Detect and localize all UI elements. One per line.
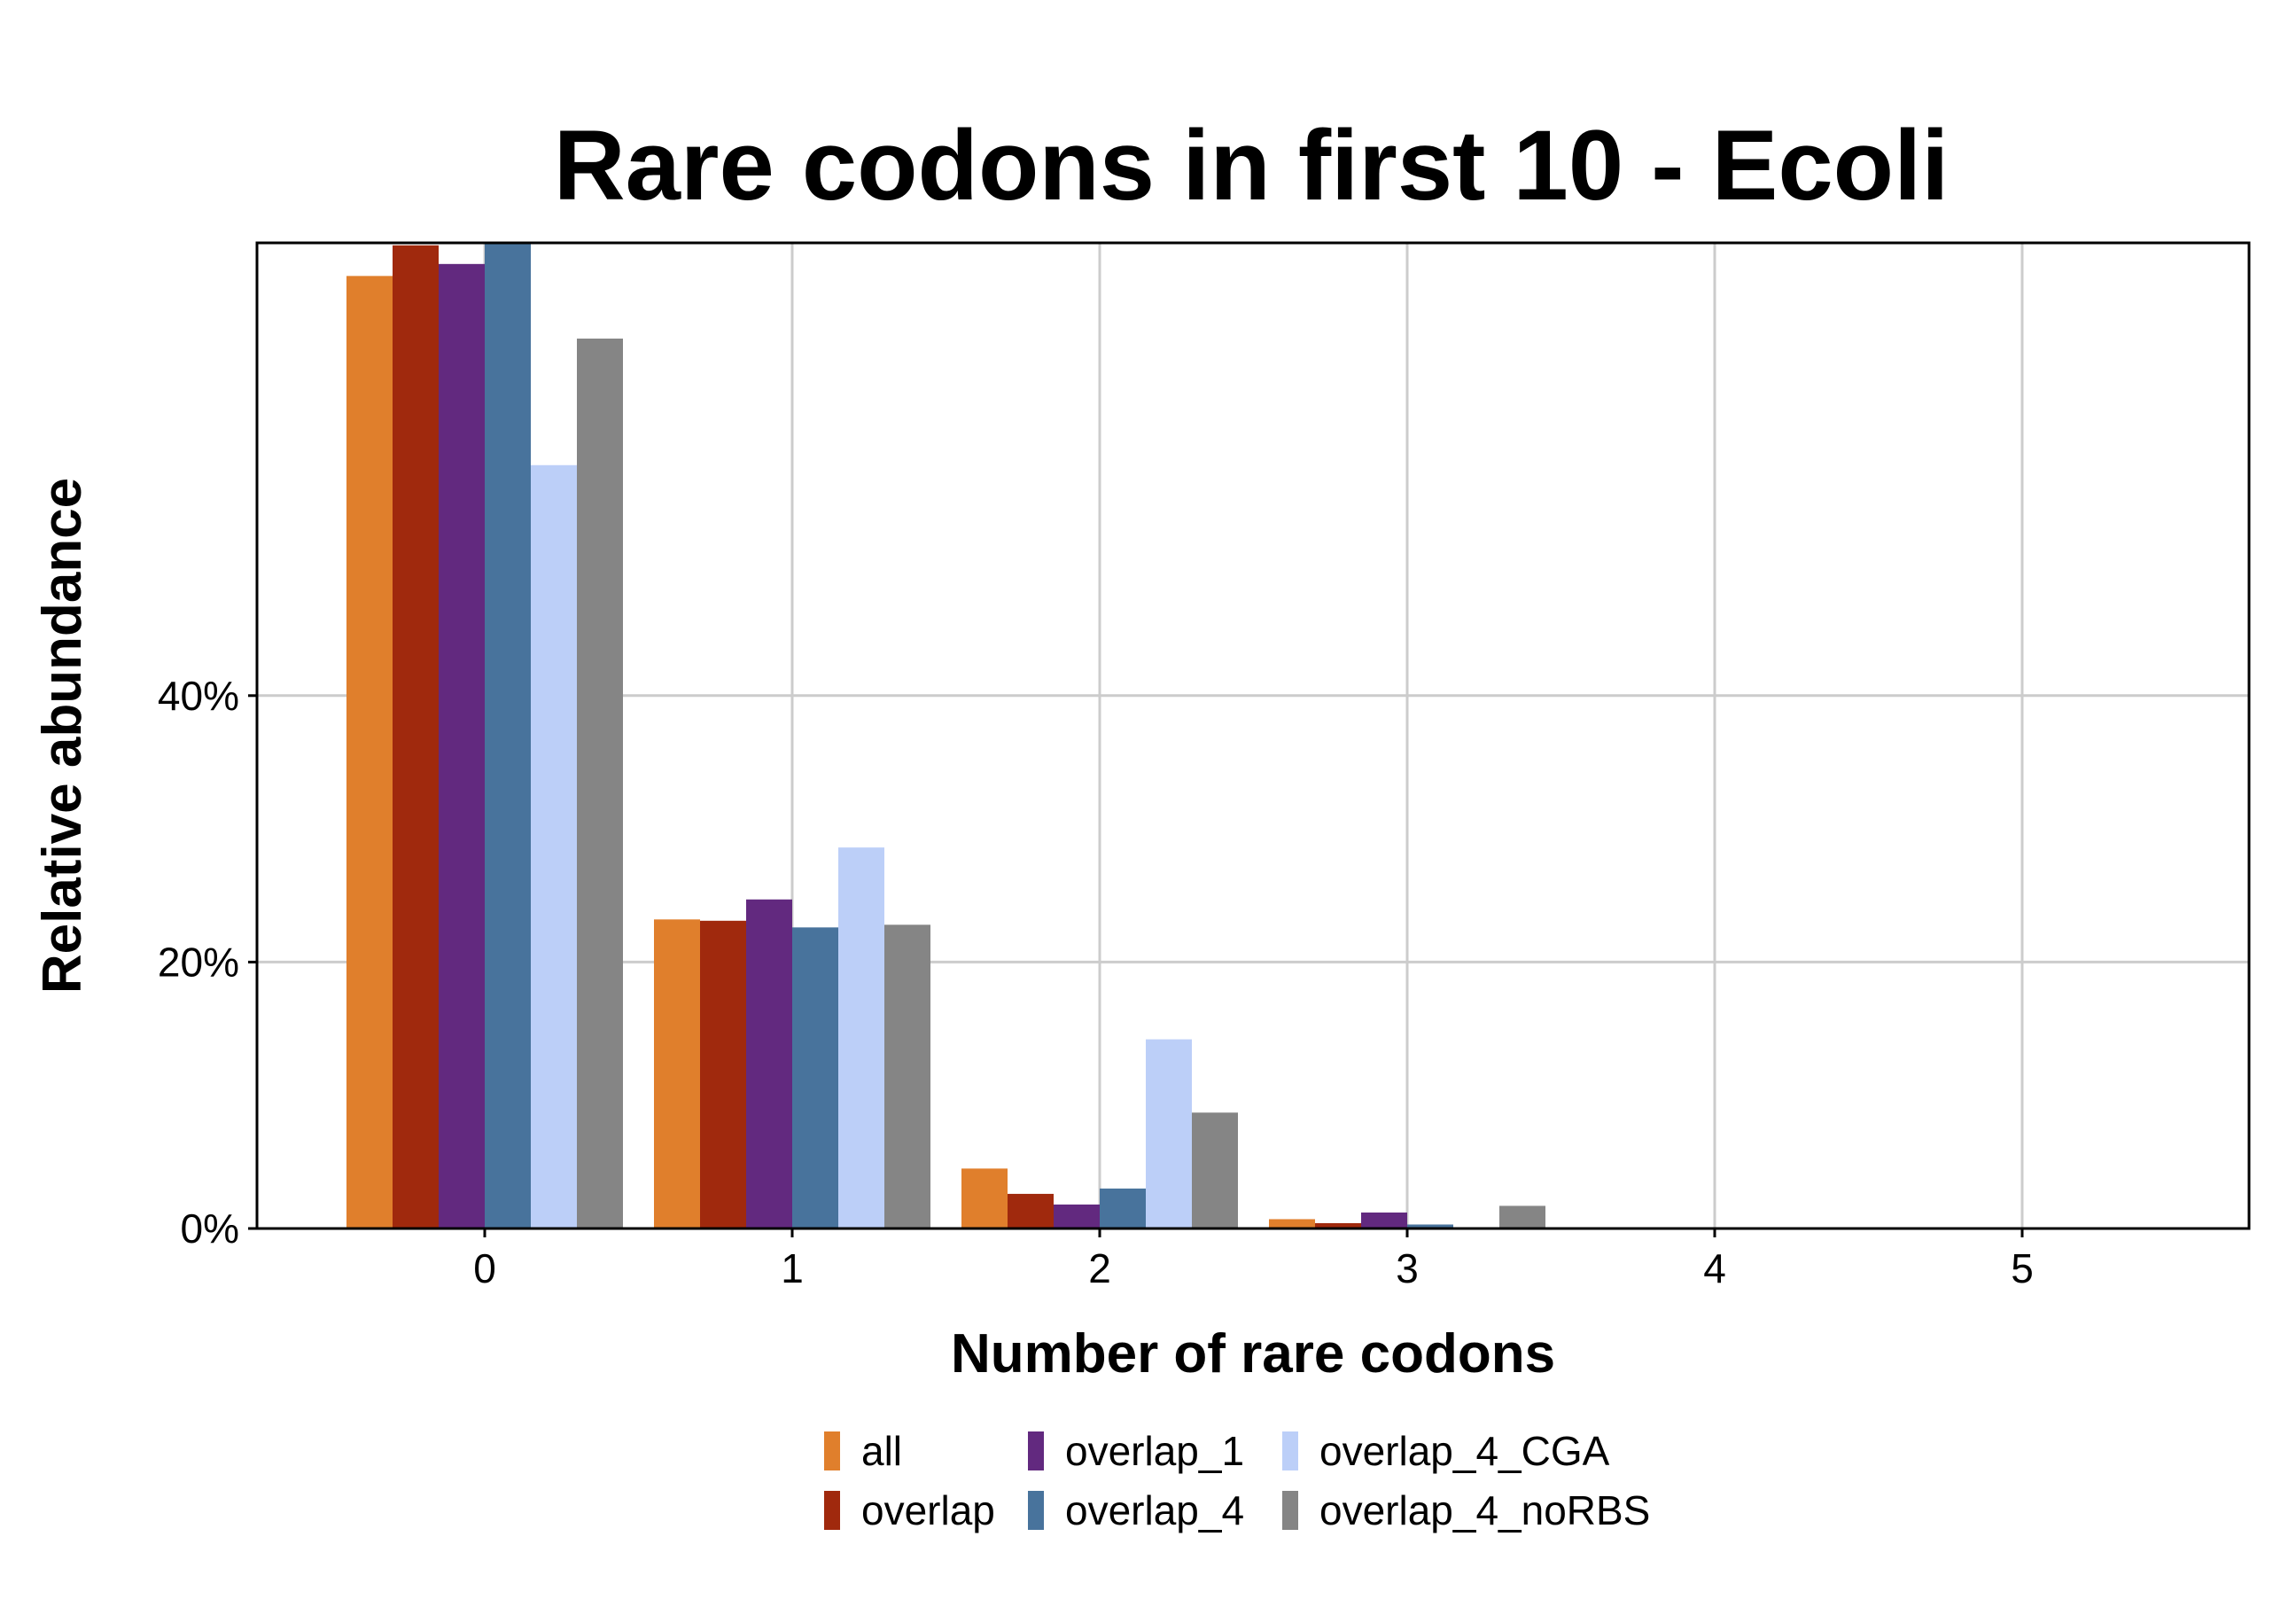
bar-overlap_1-2	[1054, 1204, 1100, 1228]
bar-overlap_4-3	[1407, 1224, 1453, 1228]
y-tick-label: 20%	[158, 939, 239, 985]
x-tick-label: 2	[1088, 1245, 1111, 1291]
legend: all overlap overlap_1 overlap_4 overlap_4_CG…	[824, 1428, 1650, 1533]
bar-overlap_4_CGA-1	[838, 847, 884, 1228]
legend-swatch	[1282, 1431, 1298, 1470]
chart-title: Rare codons in first 10 - Ecoli	[554, 110, 1950, 221]
y-tick-label: 40%	[158, 673, 239, 719]
legend-label: overlap_4_noRBS	[1319, 1487, 1650, 1533]
x-tick-label: 0	[473, 1245, 496, 1291]
bar-overlap_4-1	[792, 927, 838, 1228]
legend-item-overlap: overlap	[824, 1487, 995, 1533]
legend-label: overlap	[861, 1487, 995, 1533]
bar-overlap_1-3	[1361, 1212, 1407, 1228]
y-tick-label: 0%	[181, 1205, 239, 1252]
bar-overlap_4-2	[1100, 1188, 1146, 1228]
legend-item-overlap_4: overlap_4	[1028, 1487, 1244, 1533]
bar-overlap_1-0	[439, 263, 485, 1228]
legend-item-overlap_4_noRBS: overlap_4_noRBS	[1282, 1487, 1650, 1533]
x-axis-title: Number of rare codons	[951, 1323, 1555, 1384]
legend-swatch	[1028, 1431, 1044, 1470]
bar-overlap_4_noRBS-1	[884, 924, 930, 1228]
bar-overlap_4_CGA-0	[531, 464, 577, 1228]
bar-overlap_4_CGA-2	[1146, 1039, 1192, 1228]
legend-swatch	[1282, 1491, 1298, 1530]
legend-label: overlap_1	[1065, 1428, 1244, 1474]
legend-item-overlap_4_CGA: overlap_4_CGA	[1282, 1428, 1610, 1474]
legend-swatch	[824, 1431, 840, 1470]
legend-swatch	[824, 1491, 840, 1530]
x-tick-label: 1	[781, 1245, 804, 1291]
bar-overlap_4_noRBS-2	[1192, 1112, 1238, 1228]
bar-all-3	[1269, 1219, 1315, 1228]
bar-overlap_4_noRBS-0	[577, 338, 623, 1229]
bar-overlap-0	[393, 245, 439, 1228]
legend-label: overlap_4	[1065, 1487, 1244, 1533]
bar-all-2	[961, 1168, 1008, 1228]
legend-item-all: all	[824, 1428, 902, 1474]
x-tick-label: 5	[2011, 1245, 2034, 1291]
bar-all-0	[346, 276, 393, 1229]
y-axis-title: Relative abundance	[32, 478, 93, 994]
legend-swatch	[1028, 1491, 1044, 1530]
legend-item-overlap_1: overlap_1	[1028, 1428, 1244, 1474]
plot-frame	[255, 241, 2251, 1230]
legend-label: overlap_4_CGA	[1319, 1428, 1610, 1474]
bar-overlap_1-1	[746, 899, 792, 1228]
x-tick-label: 4	[1703, 1245, 1726, 1291]
x-tick-label: 3	[1396, 1245, 1419, 1291]
bars-layer	[346, 243, 1545, 1229]
bar-overlap-2	[1008, 1193, 1054, 1228]
bar-overlap_4_noRBS-3	[1499, 1205, 1545, 1228]
bar-overlap-3	[1315, 1222, 1361, 1228]
ticks-layer: 0 1 2 3 4 5 0% 20% 40%	[158, 673, 2034, 1291]
bar-all-1	[654, 919, 700, 1228]
bar-overlap-1	[700, 920, 746, 1228]
legend-label: all	[861, 1428, 902, 1474]
bar-overlap_4-0	[485, 243, 531, 1228]
